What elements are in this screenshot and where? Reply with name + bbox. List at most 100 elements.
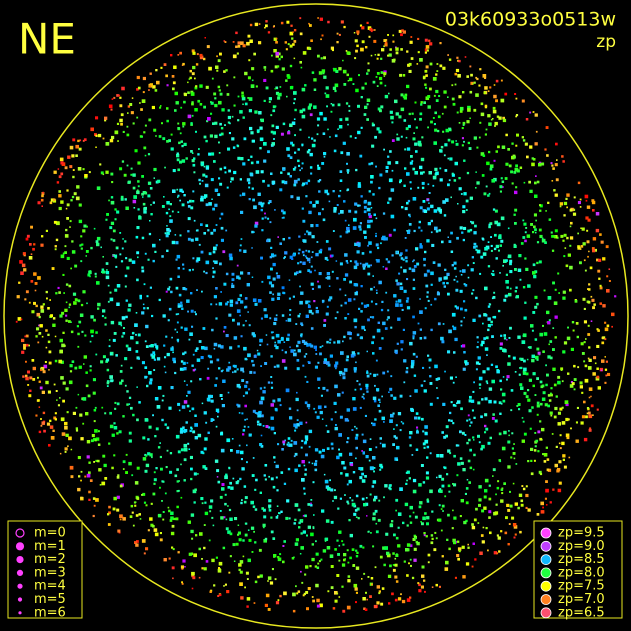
star: [486, 161, 490, 166]
star: [299, 313, 301, 315]
star: [591, 200, 596, 205]
star: [490, 236, 492, 238]
star: [213, 295, 217, 299]
star: [569, 265, 573, 270]
star: [94, 275, 97, 278]
star: [227, 366, 232, 370]
star: [390, 214, 395, 219]
star: [423, 273, 428, 277]
star: [121, 335, 124, 338]
star: [166, 225, 168, 227]
star: [88, 471, 91, 475]
star: [210, 399, 214, 403]
star: [398, 115, 402, 119]
star: [351, 502, 356, 507]
star: [272, 277, 276, 281]
star: [354, 242, 358, 246]
star: [137, 333, 141, 337]
star: [380, 71, 384, 74]
star: [528, 180, 531, 184]
star: [310, 282, 314, 286]
star: [329, 254, 333, 258]
star: [554, 193, 558, 197]
star: [113, 96, 116, 99]
star: [504, 92, 508, 96]
star: [254, 580, 258, 584]
star: [514, 268, 517, 271]
star: [467, 459, 471, 463]
star: [471, 525, 476, 530]
star: [274, 407, 278, 411]
star: [294, 151, 297, 154]
star: [361, 252, 365, 255]
star: [128, 396, 132, 399]
star: [488, 122, 492, 126]
star: [150, 523, 154, 527]
star: [512, 523, 517, 527]
star: [592, 306, 595, 310]
star: [65, 301, 68, 304]
star: [295, 323, 298, 325]
star: [491, 179, 495, 183]
star: [304, 401, 308, 405]
star: [120, 113, 124, 117]
star: [220, 345, 224, 349]
star: [379, 76, 383, 81]
star: [199, 378, 202, 381]
star: [307, 503, 311, 506]
star: [227, 530, 231, 534]
star: [487, 441, 491, 445]
star: [394, 457, 398, 461]
star: [188, 448, 191, 450]
star: [189, 455, 193, 459]
star: [143, 131, 146, 134]
star: [330, 418, 333, 421]
star: [520, 386, 524, 390]
star: [252, 198, 255, 202]
star: [292, 43, 295, 46]
star: [268, 200, 272, 203]
star: [207, 367, 210, 370]
star: [69, 220, 72, 223]
star: [372, 275, 374, 277]
star: [66, 203, 70, 207]
star: [348, 209, 352, 213]
star: [329, 338, 332, 341]
star: [503, 482, 506, 485]
star: [254, 110, 258, 114]
star: [233, 336, 238, 340]
star: [110, 320, 115, 325]
star: [353, 298, 356, 301]
star: [68, 320, 71, 323]
star: [383, 45, 385, 48]
star: [355, 49, 358, 53]
star: [413, 374, 417, 377]
star: [203, 165, 206, 168]
star: [183, 430, 186, 434]
star: [494, 125, 496, 127]
star: [445, 198, 449, 202]
star: [544, 148, 547, 151]
star: [326, 105, 328, 108]
star: [74, 366, 78, 370]
star: [75, 406, 78, 409]
star: [39, 386, 43, 390]
star: [379, 555, 383, 559]
star: [136, 88, 139, 91]
star: [128, 431, 132, 435]
star: [21, 338, 25, 343]
star: [346, 408, 350, 412]
star: [179, 234, 182, 237]
star: [475, 171, 477, 173]
star: [496, 534, 499, 537]
star: [324, 92, 327, 95]
star: [379, 468, 382, 471]
star: [538, 162, 542, 167]
star: [554, 315, 558, 319]
star: [173, 517, 176, 521]
star: [347, 80, 350, 82]
star: [394, 563, 398, 567]
star: [596, 328, 599, 331]
star: [442, 510, 444, 512]
star: [476, 336, 479, 339]
